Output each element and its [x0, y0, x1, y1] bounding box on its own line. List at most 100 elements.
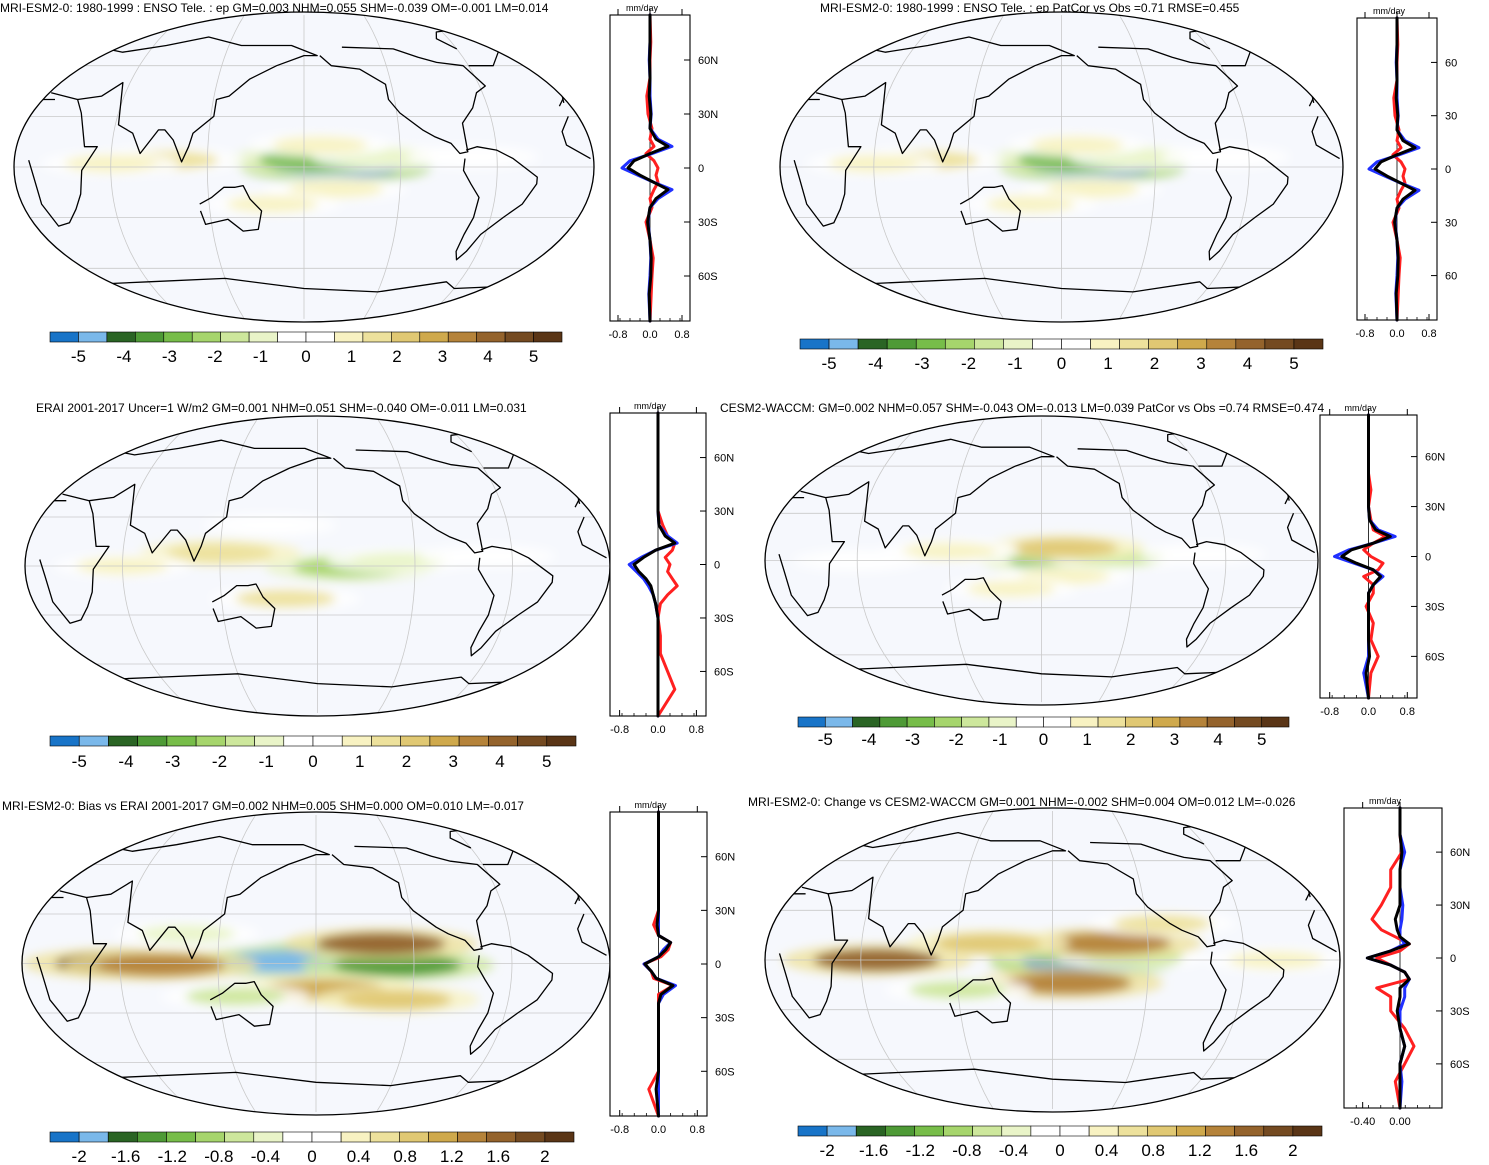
colorbar-label: -3	[914, 354, 929, 373]
panel-5-profile: mm/day -0.40 0.00 60N 30N 0 30S 60S	[1343, 796, 1470, 1128]
colorbar-swatch	[857, 338, 888, 350]
colorbar-swatch	[341, 735, 372, 747]
colorbar-label: -3	[162, 347, 177, 366]
colorbar-swatch	[195, 1131, 225, 1143]
colorbar-label: -2	[949, 730, 964, 749]
colorbar-swatch	[1176, 1125, 1206, 1137]
coastline	[83, 1071, 549, 1087]
profile-series-line	[643, 810, 675, 1118]
profile-y-tick-label: 60S	[715, 1066, 735, 1078]
colorbar-swatch	[546, 735, 577, 747]
colorbar-swatch	[399, 1131, 429, 1143]
coastline	[86, 673, 549, 688]
panel-3-title: CESM2-WACCM: GM=0.002 NHM=0.057 SHM=-0.0…	[720, 401, 1324, 415]
profile-y-tick-label: 60N	[714, 453, 734, 465]
colorbar-swatch	[305, 331, 335, 343]
colorbar-label: 5	[1257, 730, 1266, 749]
colorbar-swatch	[544, 1131, 575, 1143]
panel-1: MRI-ESM2-0: 1980-1999 : ENSO Tele. : ep …	[779, 1, 1457, 373]
longitude-line	[1111, 810, 1149, 1110]
colorbar-swatch	[78, 735, 109, 747]
map-field	[765, 810, 1340, 1110]
panel-5-map	[764, 807, 1341, 1113]
colorbar-swatch	[504, 331, 534, 343]
coastline	[455, 146, 538, 261]
colorbar-label: 1.6	[486, 1147, 510, 1165]
colorbar-swatch	[137, 735, 168, 747]
anomaly-core	[96, 953, 226, 977]
panel-4-map	[21, 811, 611, 1116]
coastline	[1067, 841, 1233, 948]
colorbar-swatch	[369, 1131, 400, 1143]
coastline	[331, 845, 501, 951]
panel-4-profile: mm/day -0.8 0.0 0.8 60N 30N 0 30S 60S	[609, 800, 735, 1136]
map-border	[13, 11, 595, 323]
colorbar-label: -1	[992, 730, 1007, 749]
colorbar-swatch	[362, 331, 392, 343]
anomaly-core	[1113, 914, 1212, 933]
profile-series-line	[632, 411, 677, 718]
anomaly-core	[1160, 546, 1245, 562]
panel-2-map	[24, 415, 611, 717]
colorbar-swatch	[824, 716, 853, 728]
longitude-line	[219, 418, 258, 714]
colorbar-label: -0.4	[999, 1141, 1028, 1160]
profile-y-tick-label: 30S	[714, 613, 734, 625]
colorbar-swatch	[195, 735, 226, 747]
profile-y-tick-label: 60N	[715, 852, 735, 864]
colorbar-swatch	[1263, 1125, 1294, 1137]
colorbar-swatch	[879, 716, 908, 728]
anomaly-core	[340, 990, 452, 1010]
colorbar-swatch	[108, 735, 138, 747]
colorbar-swatch	[1030, 1125, 1061, 1137]
colorbar-swatch	[1206, 338, 1237, 350]
colorbar-swatch	[476, 331, 506, 343]
longitude-line	[376, 814, 415, 1113]
colorbar-swatch	[106, 331, 136, 343]
profile-y-tick-label: 30S	[1425, 601, 1445, 613]
profile-y-tick-label: 60S	[714, 666, 734, 678]
profile-unit: mm/day	[1373, 6, 1406, 16]
profile-y-tick-label: 60	[1445, 57, 1457, 69]
panel-2-colorbar: -5 -4 -3 -2 -1 0 1 2 3 4 5	[49, 735, 577, 771]
colorbar-label: 1.6	[1234, 1141, 1258, 1160]
colorbar-label: -5	[71, 347, 86, 366]
panel-3: CESM2-WACCM: GM=0.002 NHM=0.057 SHM=-0.0…	[720, 401, 1445, 749]
longitude-line	[206, 14, 245, 320]
panel-0: MRI-ESM2-0: 1980-1999 : ENSO Tele. : ep …	[0, 1, 718, 366]
panel-1-map	[779, 11, 1344, 323]
longitude-line	[860, 810, 935, 1110]
colorbar-swatch	[1147, 1125, 1177, 1137]
colorbar-swatch	[1177, 338, 1208, 350]
colorbar-label: -1.2	[906, 1141, 935, 1160]
colorbar-swatch	[428, 1131, 458, 1143]
longitude-line	[856, 418, 929, 703]
panel-5-title: MRI-ESM2-0: Change vs CESM2-WACCM GM=0.0…	[748, 795, 1296, 809]
colorbar-label: 0	[1039, 730, 1048, 749]
colorbar-label: -0.4	[251, 1147, 280, 1165]
colorbar-swatch	[457, 1131, 487, 1143]
profile-x-tick-label: -0.8	[610, 1124, 629, 1136]
colorbar-swatch	[1205, 1125, 1235, 1137]
colorbar-swatch	[972, 1125, 1003, 1137]
colorbar-label: -5	[818, 730, 833, 749]
colorbar-label: 2	[540, 1147, 549, 1165]
colorbar-label: 1.2	[440, 1147, 464, 1165]
colorbar-swatch	[915, 338, 946, 350]
profile-y-tick-label: 30N	[1450, 900, 1470, 912]
coastline	[74, 277, 534, 293]
colorbar-swatch	[225, 735, 255, 747]
profile-y-tick-label: 60S	[698, 271, 718, 283]
panel-4: MRI-ESM2-0: Bias vs ERAI 2001-2017 GM=0.…	[2, 799, 735, 1165]
colorbar-label: -1.6	[859, 1141, 888, 1160]
colorbar-label: -4	[868, 354, 883, 373]
colorbar-label: -2	[207, 347, 222, 366]
colorbar-swatch	[1043, 716, 1072, 728]
longitude-line	[873, 14, 947, 320]
colorbar-label: 0	[1055, 1141, 1064, 1160]
colorbar-label: 4	[1243, 354, 1252, 373]
coastline	[332, 449, 502, 554]
coastlines	[28, 27, 591, 293]
colorbar-label: 3	[1170, 730, 1179, 749]
colorbar-swatch	[533, 331, 563, 343]
